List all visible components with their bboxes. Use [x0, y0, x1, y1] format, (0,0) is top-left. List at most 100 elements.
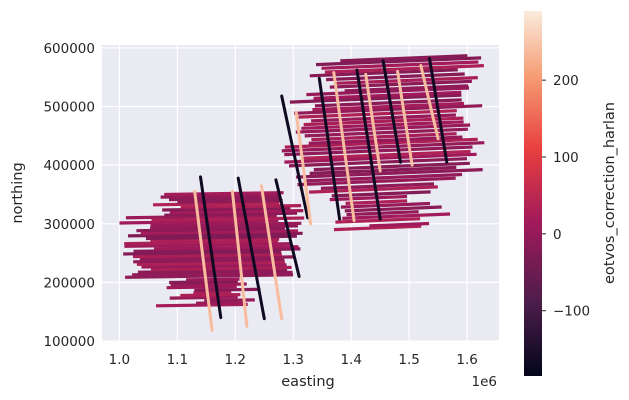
- survey-line: [164, 211, 298, 217]
- survey-line: [150, 237, 280, 243]
- survey-line: [169, 279, 238, 285]
- tie-line: [236, 176, 266, 321]
- tie-line: [396, 69, 414, 167]
- survey-line: [284, 137, 478, 149]
- colorbar: [524, 11, 542, 376]
- y-axis-ticks: 100000 200000 300000 400000 500000 600000: [43, 41, 95, 350]
- colorbar-tick-label: 0: [553, 227, 562, 243]
- survey-line: [329, 194, 408, 202]
- survey-line: [305, 172, 463, 183]
- colorbar-tick-label: 100: [553, 150, 579, 166]
- survey-line: [150, 265, 292, 272]
- x-axis-ticks: 1.0 1.1 1.2 1.3 1.4 1.5 1.6: [109, 352, 478, 368]
- survey-line: [139, 255, 295, 261]
- tie-line: [332, 71, 356, 223]
- survey-line: [195, 300, 246, 305]
- y-tick-label: 400000: [43, 158, 95, 174]
- survey-line: [150, 224, 299, 230]
- tie-line: [355, 68, 382, 221]
- survey-line: [320, 182, 435, 190]
- survey-line: [125, 213, 277, 220]
- survey-line: [170, 282, 247, 287]
- survey-line: [164, 191, 284, 197]
- survey-line: [340, 54, 468, 63]
- survey-line: [335, 217, 421, 224]
- survey-line: [313, 161, 470, 172]
- survey-line: [132, 270, 293, 277]
- survey-line: [194, 287, 261, 292]
- survey-lines: [119, 54, 485, 332]
- survey-line: [303, 116, 464, 127]
- survey-line: [155, 302, 248, 308]
- tie-line: [419, 64, 440, 141]
- tie-line: [428, 57, 449, 164]
- survey-line: [346, 210, 419, 217]
- tie-line: [364, 72, 382, 173]
- x-tick-label: 1.3: [283, 352, 304, 368]
- survey-line: [145, 234, 297, 241]
- x-tick-label: 1.5: [398, 352, 419, 368]
- survey-line: [289, 93, 462, 104]
- survey-line: [342, 212, 451, 220]
- y-tick-label: 500000: [43, 100, 95, 116]
- x-tick-label: 1.1: [167, 352, 188, 368]
- y-tick-label: 100000: [43, 334, 95, 350]
- survey-line: [331, 190, 431, 198]
- y-tick-label: 200000: [43, 275, 95, 291]
- survey-line: [132, 252, 282, 259]
- survey-line: [124, 242, 292, 248]
- x-tick-label: 1.2: [225, 352, 246, 368]
- survey-line: [169, 295, 238, 300]
- tie-line: [274, 178, 301, 278]
- x-tick-label: 1.0: [109, 352, 130, 368]
- survey-line: [125, 273, 294, 279]
- survey-line: [180, 293, 241, 298]
- survey-line: [151, 216, 305, 222]
- survey-line: [296, 168, 483, 179]
- survey-line: [344, 205, 442, 213]
- survey-line: [160, 193, 280, 199]
- survey-line: [193, 290, 232, 295]
- survey-line: [321, 60, 479, 70]
- survey-line: [166, 285, 237, 290]
- x-axis-label: easting: [281, 374, 334, 390]
- survey-line: [281, 141, 485, 153]
- survey-line: [297, 176, 456, 187]
- survey-line: [136, 260, 285, 266]
- colorbar-tick-label: 200: [553, 73, 579, 89]
- survey-line: [140, 229, 299, 235]
- tie-line: [280, 94, 310, 220]
- colorbar-ticks: −100 0 100 200: [542, 73, 590, 320]
- survey-line: [204, 298, 255, 303]
- survey-line: [137, 268, 288, 274]
- x-tick-label: 1.6: [456, 352, 477, 368]
- y-tick-label: 300000: [43, 217, 95, 233]
- survey-line: [340, 201, 431, 209]
- tie-line: [199, 175, 223, 320]
- survey-line: [162, 206, 291, 212]
- survey-line: [315, 56, 482, 67]
- survey-line: [150, 221, 302, 228]
- survey-line: [369, 221, 430, 228]
- survey-line: [326, 72, 465, 82]
- survey-line: [309, 185, 438, 194]
- colorbar-tick-label: −100: [553, 304, 590, 320]
- colorbar-label: eotvos_correction_harlan: [602, 102, 618, 284]
- survey-line: [152, 201, 280, 207]
- tie-line: [230, 190, 249, 328]
- survey-line: [301, 120, 464, 130]
- survey-line: [168, 196, 280, 202]
- survey-line: [133, 257, 285, 264]
- y-tick-label: 600000: [43, 41, 95, 57]
- survey-line: [169, 209, 304, 215]
- x-axis-offset-label: 1e6: [472, 374, 497, 390]
- survey-line: [153, 245, 299, 251]
- tie-line: [317, 76, 342, 221]
- tie-line: [294, 110, 313, 226]
- survey-line: [344, 84, 469, 93]
- tie-line: [193, 190, 214, 332]
- y-axis-label: northing: [10, 162, 26, 223]
- survey-line: [324, 64, 484, 74]
- x-tick-label: 1.4: [340, 352, 361, 368]
